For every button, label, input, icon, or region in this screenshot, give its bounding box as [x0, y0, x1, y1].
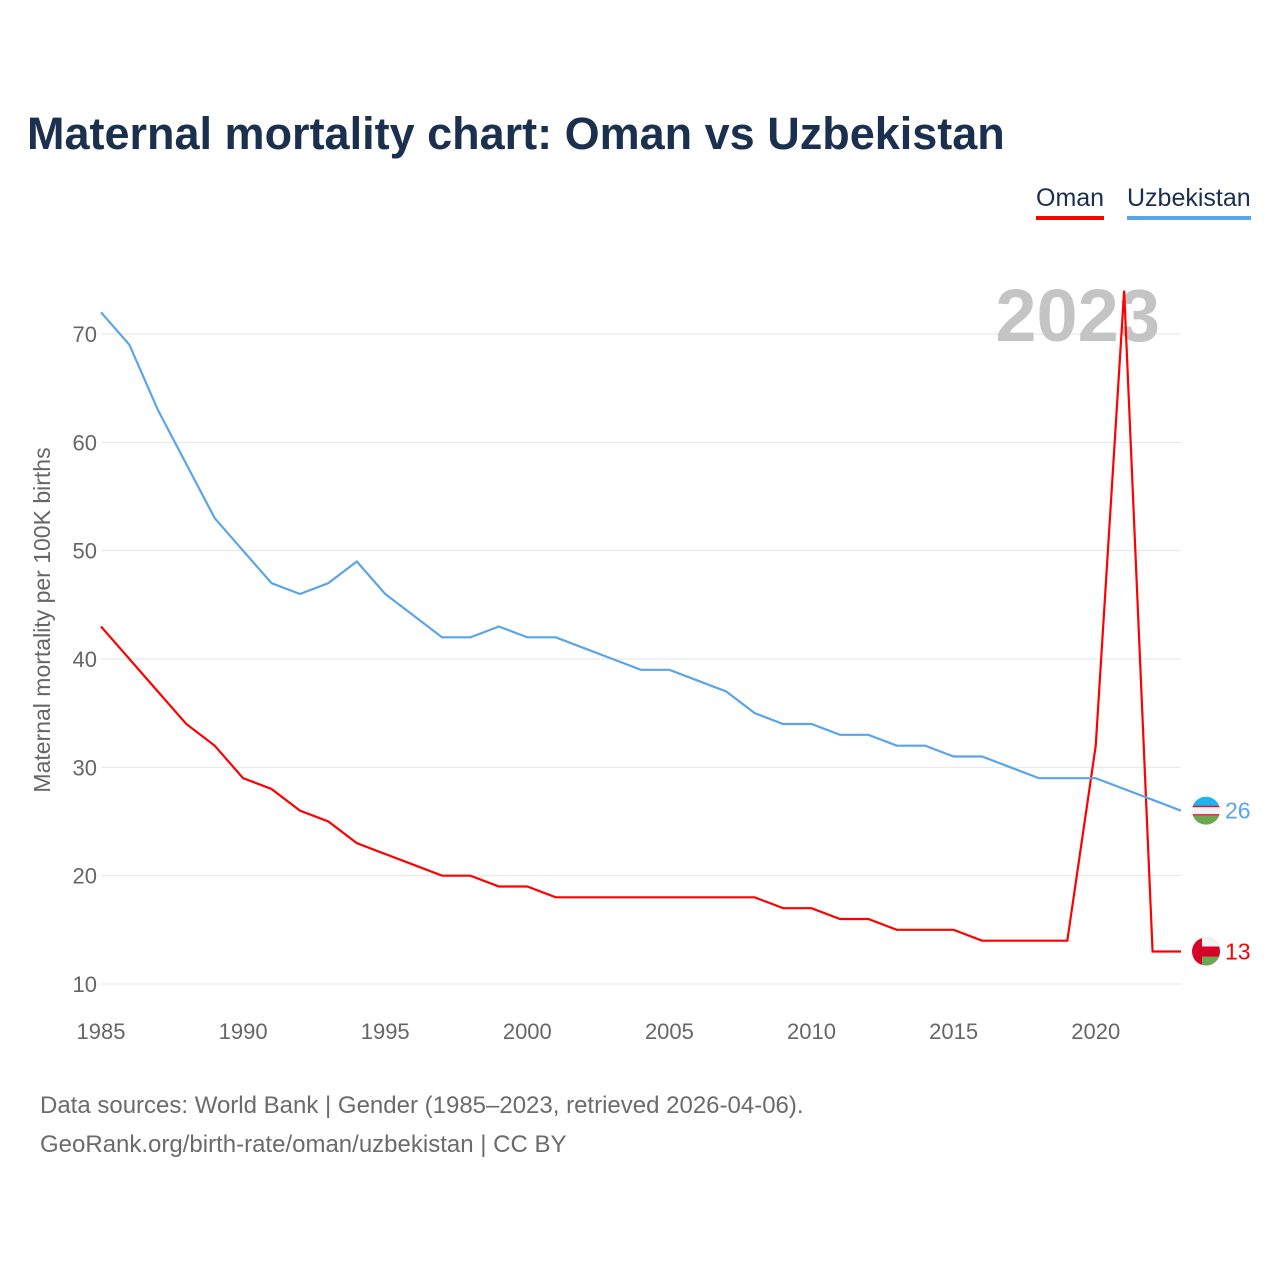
y-tick-label: 30 [73, 755, 97, 780]
y-axis-label: Maternal mortality per 100K births [29, 447, 55, 792]
footer: Data sources: World Bank | Gender (1985–… [40, 1086, 804, 1164]
chart-title: Maternal mortality chart: Oman vs Uzbeki… [27, 108, 1005, 159]
x-tick-label: 2005 [645, 1019, 694, 1044]
series-line-oman [100, 290, 1181, 953]
legend-oman[interactable]: Oman [1036, 184, 1105, 220]
y-tick-label: 40 [73, 647, 97, 672]
x-tick-label: 2000 [503, 1019, 552, 1044]
legend-uzbekistan[interactable]: Uzbekistan [1127, 184, 1251, 220]
y-tick-label: 70 [73, 322, 97, 347]
footer-link[interactable]: GeoRank.org/birth-rate/oman/uzbekistan |… [40, 1131, 567, 1158]
y-tick-label: 50 [73, 539, 97, 564]
end-label-uzbekistan: 26 [1225, 798, 1251, 824]
x-tick-label: 2010 [787, 1019, 836, 1044]
series-line-uzbekistan [100, 311, 1182, 812]
y-tick-label: 60 [73, 430, 97, 455]
x-tick-label: 1995 [361, 1019, 410, 1044]
flag-uzbekistan-icon [1192, 796, 1220, 825]
flag-oman-icon [1192, 937, 1220, 966]
x-tick-label: 2015 [929, 1019, 978, 1044]
end-label-oman: 13 [1225, 939, 1251, 965]
y-tick-label: 20 [73, 864, 97, 889]
x-tick-label: 1990 [219, 1019, 268, 1044]
x-tick-label: 2020 [1071, 1019, 1120, 1044]
year-label: 2023 [995, 274, 1160, 357]
x-tick-label: 1985 [77, 1019, 126, 1044]
y-tick-label: 10 [73, 972, 97, 997]
footer-sources: Data sources: World Bank | Gender (1985–… [40, 1092, 804, 1119]
